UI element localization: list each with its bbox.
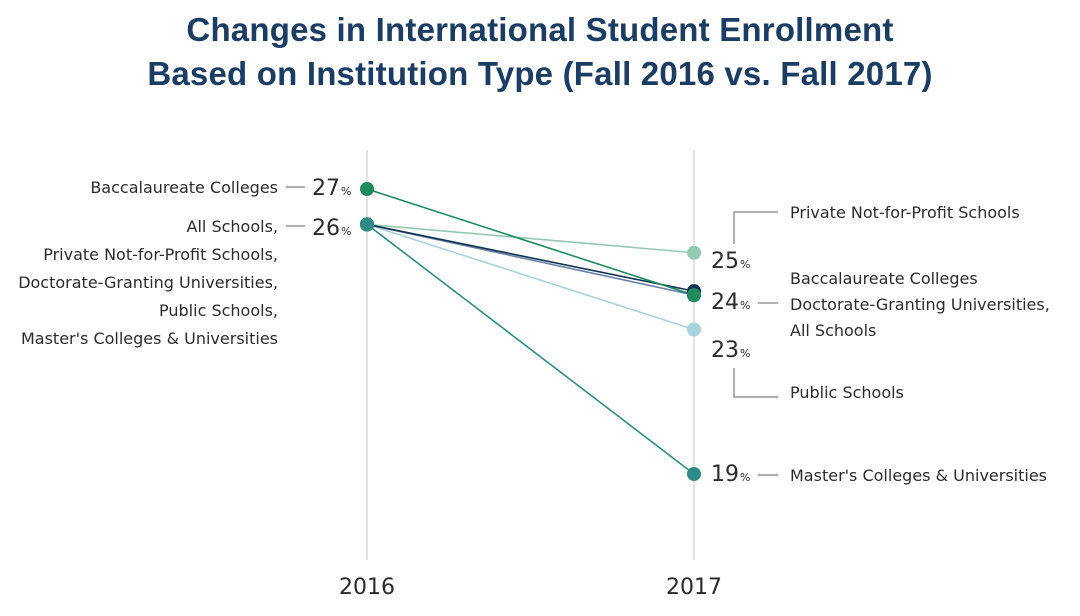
point-2017-baccalaureate-colleges bbox=[687, 288, 701, 303]
right-leader-23 bbox=[733, 368, 778, 398]
point-2017-master-s-colleges-universities bbox=[687, 467, 701, 481]
right-leader-25 bbox=[733, 211, 778, 244]
value-label-2016-27: 27% bbox=[312, 176, 351, 201]
series-line-all-schools bbox=[366, 223, 695, 292]
chart-title-line-2: Based on Institution Type (Fall 2016 vs.… bbox=[147, 55, 933, 92]
left-label-group-line-2: Private Not-for-Profit Schools, bbox=[43, 245, 278, 264]
left-label-group-line-3: Doctorate-Granting Universities, bbox=[18, 273, 278, 292]
point-2017-private-not-for-profit-schools bbox=[687, 245, 701, 260]
series-line-private-not-for-profit-schools bbox=[366, 223, 695, 254]
series-line-baccalaureate-colleges bbox=[366, 188, 695, 296]
left-label-group-line-5: Master's Colleges & Universities bbox=[21, 329, 278, 348]
right-label-private-nfp: Private Not-for-Profit Schools bbox=[790, 203, 1020, 222]
right-label-24-line-1: Baccalaureate Colleges bbox=[790, 269, 978, 288]
right-label-24-line-2: Doctorate-Granting Universities, bbox=[790, 295, 1050, 314]
left-label-group-line-4: Public Schools, bbox=[159, 301, 278, 320]
value-label-2017-24: 24% bbox=[711, 290, 750, 315]
point-2016-master-s-colleges-universities bbox=[360, 217, 374, 232]
point-2016-baccalaureate-colleges bbox=[360, 182, 374, 196]
right-label-masters: Master's Colleges & Universities bbox=[790, 466, 1047, 485]
value-label-2017-23: 23% bbox=[711, 338, 750, 363]
x-tick-2017: 2017 bbox=[666, 575, 722, 600]
value-label-2017-25: 25% bbox=[711, 249, 750, 274]
right-label-24-line-3: All Schools bbox=[790, 321, 876, 340]
right-label-public: Public Schools bbox=[790, 383, 904, 402]
series-line-master-s-colleges-universities bbox=[366, 223, 695, 475]
value-label-2016-26: 26% bbox=[312, 216, 351, 241]
x-tick-2016: 2016 bbox=[339, 575, 395, 600]
point-2017-public-schools bbox=[687, 322, 701, 337]
chart-title-line-1: Changes in International Student Enrollm… bbox=[186, 11, 894, 48]
value-label-2017-19: 19% bbox=[711, 462, 750, 487]
left-label-group-line-1: All Schools, bbox=[187, 217, 278, 236]
left-label-baccalaureate: Baccalaureate Colleges bbox=[90, 178, 278, 197]
series-line-public-schools bbox=[366, 223, 695, 331]
